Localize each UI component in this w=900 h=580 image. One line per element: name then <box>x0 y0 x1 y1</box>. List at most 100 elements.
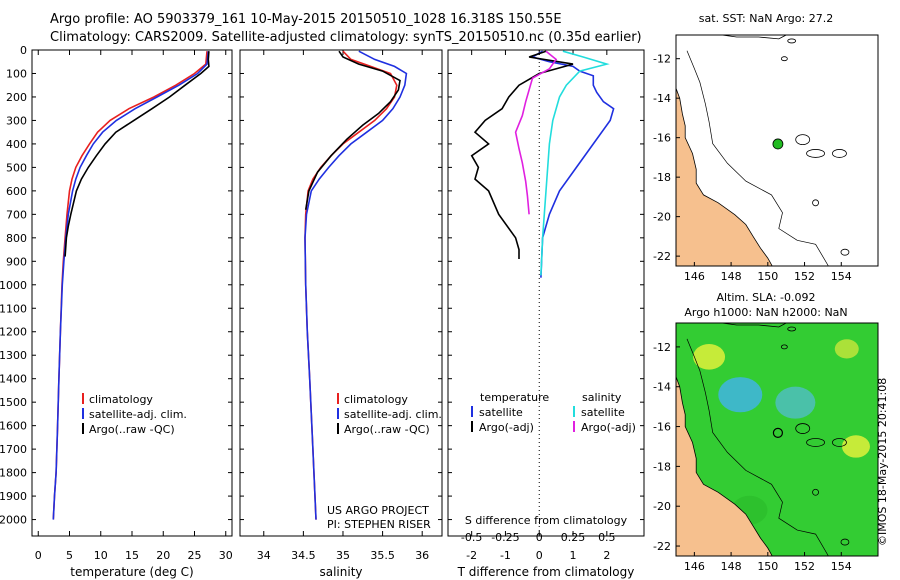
reef-outline <box>806 149 825 158</box>
x-tick-label: 34 <box>257 549 271 562</box>
x-axis-label: salinity <box>319 565 362 579</box>
depth-tick-label: 0 <box>20 44 27 57</box>
x-axis-label: temperature (deg C) <box>70 565 193 579</box>
sla-map-group <box>676 323 878 556</box>
map-contents <box>676 323 878 556</box>
depth-tick-label: 100 <box>6 67 27 80</box>
depth-tick-label: 200 <box>6 91 27 104</box>
float-position-marker <box>772 427 784 438</box>
x-tick-label: 5 <box>66 549 73 562</box>
map-y-tick-label: -14 <box>653 92 671 105</box>
map-x-tick-label: 154 <box>831 560 852 573</box>
depth-tick-label: 2000 <box>0 514 27 527</box>
sla-map-title: Altim. SLA: -0.092 <box>716 291 815 304</box>
reef-outline <box>795 423 811 434</box>
legend-label: satellite <box>581 406 625 419</box>
legend-label: Argo(..raw -QC) <box>344 423 430 436</box>
map-x-tick-label: 150 <box>757 560 778 573</box>
sla-anomaly-patch <box>841 435 870 458</box>
map-contents <box>676 35 850 266</box>
depth-tick-label: 1300 <box>0 349 27 362</box>
depth-tick-label: 300 <box>6 114 27 127</box>
series-line-argo <box>64 51 210 257</box>
legend-label: satellite-adj. clim. <box>89 408 187 421</box>
x-tick-label: 25 <box>188 549 202 562</box>
depth-tick-label: 1200 <box>0 326 27 339</box>
depth-tick-label: 1800 <box>0 467 27 480</box>
float-position-marker <box>772 138 784 150</box>
legend-label: satellite-adj. clim. <box>344 408 442 421</box>
series-line-satellite <box>530 50 615 278</box>
x-top-tick-label: 0.5 <box>598 531 616 544</box>
sla-map-subtitle: Argo h1000: NaN h2000: NaN <box>684 306 847 319</box>
x-tick-label: 15 <box>125 549 139 562</box>
reef-outline <box>780 344 788 350</box>
x-tick-label: 20 <box>156 549 170 562</box>
bathymetry-contour <box>686 50 829 266</box>
x-tick-label: 10 <box>94 549 108 562</box>
series-line-climatology <box>52 51 208 520</box>
reef-outline <box>812 199 819 207</box>
map-y-tick-label: -12 <box>653 341 671 354</box>
legend-title: salinity <box>582 391 622 404</box>
x-tick-label: 0 <box>35 549 42 562</box>
map-x-tick-label: 148 <box>721 270 742 283</box>
x-tick-label: 34.5 <box>291 549 316 562</box>
map-x-tick-label: 152 <box>794 560 815 573</box>
depth-tick-label: 400 <box>6 138 27 151</box>
series-line-satellite <box>52 51 210 520</box>
sla-map-frame <box>675 322 879 557</box>
map-y-tick-label: -20 <box>653 211 671 224</box>
legend-label: Argo(-adj) <box>479 421 534 434</box>
map-y-tick-label: -22 <box>653 540 671 553</box>
reef-outline <box>806 438 825 447</box>
reef-outline <box>795 134 811 146</box>
x-tick-label: 36 <box>415 549 429 562</box>
x-tick-label: 2 <box>603 549 610 562</box>
map-x-tick-label: 154 <box>831 270 852 283</box>
legend-label: climatology <box>89 393 153 406</box>
x-axis-label: T difference from climatology <box>457 565 635 579</box>
imos-credit: ©IMOS 18-May-2015 20:41:08 <box>876 377 889 546</box>
sst-map-frame <box>675 34 879 267</box>
legend-title: temperature <box>480 391 549 404</box>
map-y-tick-label: -18 <box>653 460 671 473</box>
reef-outline <box>832 149 847 158</box>
bathymetry-contour <box>686 338 829 556</box>
map-x-tick-label: 146 <box>684 270 705 283</box>
reef-outline <box>787 326 797 332</box>
depth-tick-label: 1600 <box>0 420 27 433</box>
x-tick-label: 30 <box>219 549 233 562</box>
map-y-tick-label: -14 <box>653 381 671 394</box>
x-top-axis-label: S difference from climatology <box>465 514 628 527</box>
x-top-tick-label: 0 <box>536 531 543 544</box>
series-line-satellite <box>304 50 408 520</box>
sla-anomaly-patch <box>834 339 859 359</box>
project-credit: US ARGO PROJECT <box>327 504 429 517</box>
salinity-profile-frame <box>239 49 443 537</box>
coastline-land <box>676 88 773 266</box>
sst-map-title: sat. SST: NaN Argo: 27.2 <box>699 12 833 25</box>
x-tick-label: 1 <box>570 549 577 562</box>
pi-credit: PI: STEPHEN RISER <box>327 518 431 531</box>
png-coastline <box>721 35 787 40</box>
sst-map-group <box>676 35 850 266</box>
sla-anomaly-patch <box>718 377 763 413</box>
depth-tick-label: 600 <box>6 185 27 198</box>
map-y-tick-label: -18 <box>653 171 671 184</box>
series-line-argo_salinity <box>514 50 558 215</box>
depth-tick-label: 700 <box>6 208 27 221</box>
series-line-climatology <box>304 50 398 520</box>
reef-outline <box>832 438 847 447</box>
depth-tick-label: 1100 <box>0 302 27 315</box>
depth-tick-label: 1500 <box>0 396 27 409</box>
figure-title-line1: Argo profile: AO 5903379_161 10-May-2015… <box>50 12 562 27</box>
figure-title-line2: Climatology: CARS2009. Satellite-adjuste… <box>50 30 642 45</box>
sla-anomaly-patch <box>693 344 726 370</box>
map-x-tick-label: 150 <box>757 270 778 283</box>
series-line-sat_salinity <box>540 50 610 276</box>
x-tick-label: 35.5 <box>370 549 395 562</box>
map-x-tick-label: 146 <box>684 560 705 573</box>
depth-tick-label: 900 <box>6 255 27 268</box>
